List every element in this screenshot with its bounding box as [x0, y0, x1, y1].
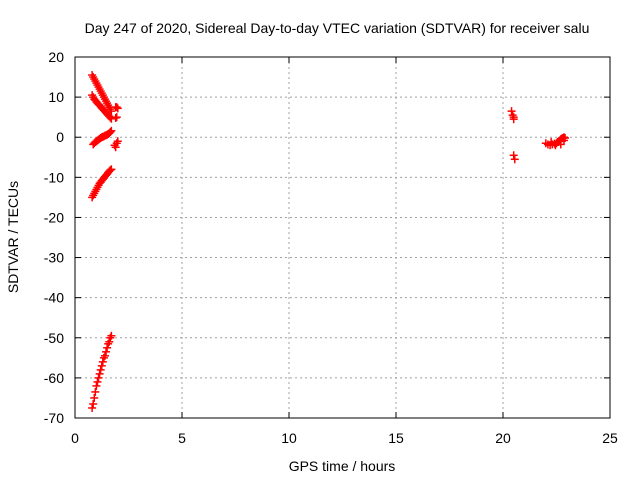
data-point — [112, 113, 121, 122]
y-tick-label: 10 — [48, 89, 64, 105]
data-point — [508, 111, 517, 120]
data-point — [105, 337, 114, 346]
data-point — [93, 377, 102, 386]
data-point — [97, 361, 106, 370]
data-point — [89, 399, 98, 408]
chart-title: Day 247 of 2020, Sidereal Day-to-day VTE… — [85, 20, 590, 36]
data-point — [95, 369, 104, 378]
data-point — [111, 113, 120, 122]
data-point — [98, 357, 107, 366]
data-point — [112, 103, 121, 112]
data-point — [88, 403, 97, 412]
data-point — [103, 343, 112, 352]
y-tick-label: 0 — [56, 129, 64, 145]
plot-frame — [74, 56, 611, 419]
y-tick-label: -20 — [44, 209, 64, 225]
data-point — [510, 155, 519, 164]
data-point — [509, 115, 518, 124]
x-tick-label: 20 — [495, 430, 511, 446]
data-point — [509, 151, 518, 160]
data-point — [107, 331, 116, 340]
y-tick-label: -50 — [44, 330, 64, 346]
data-point — [107, 114, 116, 123]
data-point — [91, 387, 100, 396]
x-axis-label: GPS time / hours — [289, 458, 396, 474]
data-point — [100, 351, 109, 360]
data-points — [88, 71, 570, 412]
y-tick-label: -70 — [44, 410, 64, 426]
y-tick-label: -40 — [44, 290, 64, 306]
data-point — [551, 141, 560, 150]
data-point — [96, 365, 105, 374]
y-tick-label: -10 — [44, 169, 64, 185]
x-tick-label: 10 — [281, 430, 297, 446]
data-point — [106, 128, 115, 137]
data-point — [90, 393, 99, 402]
data-point — [113, 104, 122, 113]
data-point — [111, 143, 120, 152]
data-point — [547, 138, 556, 147]
y-tick-label: 20 — [48, 49, 64, 65]
data-point — [556, 140, 565, 149]
x-tick-label: 5 — [178, 430, 186, 446]
y-tick-labels: -70 -60 -50 -40 -30 -20 -10 0 10 20 — [44, 49, 64, 426]
y-axis-label: SDTVAR / TECUs — [5, 181, 21, 293]
data-point — [507, 107, 516, 116]
y-tick-label: -60 — [44, 370, 64, 386]
x-tick-label: 0 — [71, 430, 79, 446]
x-tick-label: 15 — [388, 430, 404, 446]
data-point — [107, 107, 116, 116]
data-point — [92, 381, 101, 390]
data-point — [107, 126, 116, 135]
data-point — [107, 165, 116, 174]
axis-ticks — [74, 56, 611, 419]
data-point — [106, 166, 115, 175]
data-point — [102, 347, 111, 356]
x-tick-label: 25 — [602, 430, 618, 446]
data-point — [94, 373, 103, 382]
grid-lines — [75, 57, 610, 418]
x-tick-labels: 0 5 10 15 20 25 — [71, 430, 618, 446]
y-tick-label: -30 — [44, 250, 64, 266]
data-point — [559, 136, 568, 145]
